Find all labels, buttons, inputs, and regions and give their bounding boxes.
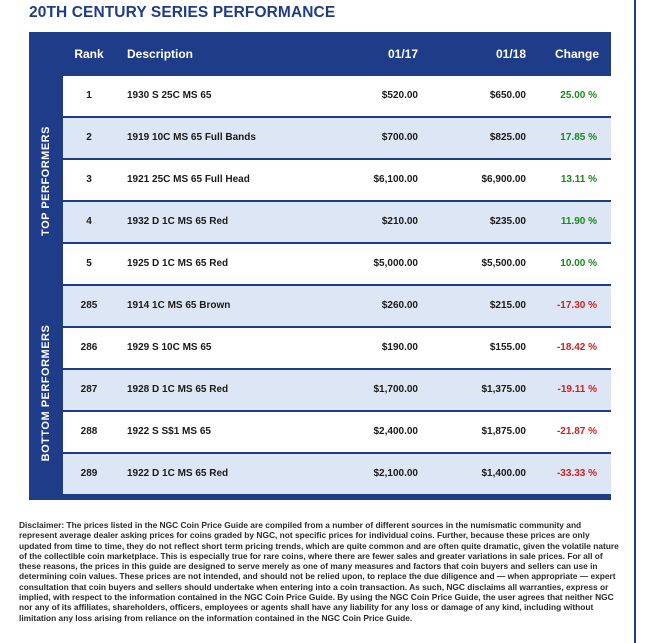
change-cell: 13.11 % bbox=[560, 174, 597, 185]
page-right-border bbox=[634, 0, 636, 643]
rank-cell: 288 bbox=[80, 426, 98, 437]
price-01-18-cell: $650.00 bbox=[489, 90, 526, 101]
page-title: 20TH CENTURY SERIES PERFORMANCE bbox=[29, 4, 336, 21]
price-01-17-cell: $2,100.00 bbox=[373, 468, 419, 479]
description-cell: 1922 D 1C MS 65 Red bbox=[127, 468, 229, 479]
change-cell: 17.85 % bbox=[560, 132, 597, 143]
top-performers-label: TOP PERFORMERS bbox=[40, 126, 52, 236]
change-cell: 10.00 % bbox=[560, 258, 597, 269]
table-row: 289 1922 D 1C MS 65 Red $2,100.00 $1,400.00… bbox=[63, 454, 611, 494]
price-01-17-cell: $2,400.00 bbox=[373, 426, 419, 437]
description-cell: 1932 D 1C MS 65 Red bbox=[127, 216, 229, 227]
price-01-18-cell: $215.00 bbox=[489, 300, 526, 311]
price-01-18-cell: $155.00 bbox=[489, 342, 526, 353]
price-01-17-cell: $260.00 bbox=[381, 300, 418, 311]
header-description: Description bbox=[127, 47, 194, 61]
price-01-17-cell: $5,000.00 bbox=[373, 258, 419, 269]
description-cell: 1929 S 10C MS 65 bbox=[127, 342, 212, 353]
change-cell: -33.33 % bbox=[556, 468, 597, 479]
header-01-17: 01/17 bbox=[387, 47, 418, 61]
description-cell: 1922 S S$1 MS 65 bbox=[127, 426, 211, 437]
price-01-18-cell: $235.00 bbox=[489, 216, 526, 227]
price-01-18-cell: $1,375.00 bbox=[481, 384, 527, 395]
price-01-17-cell: $190.00 bbox=[381, 342, 418, 353]
table-row: 285 1914 1C MS 65 Brown $260.00 $215.00 -17.… bbox=[63, 286, 611, 326]
header-01-18: 01/18 bbox=[495, 47, 526, 61]
rank-cell: 5 bbox=[86, 258, 92, 269]
rank-cell: 286 bbox=[80, 342, 98, 353]
description-cell: 1930 S 25C MS 65 bbox=[127, 90, 212, 101]
table-row: 1 1930 S 25C MS 65 $520.00 $650.00 25.00 % bbox=[63, 76, 611, 116]
price-01-18-cell: $1,875.00 bbox=[481, 426, 527, 437]
change-cell: -17.30 % bbox=[556, 300, 597, 311]
rank-cell: 4 bbox=[86, 216, 92, 227]
description-cell: 1928 D 1C MS 65 Red bbox=[127, 384, 229, 395]
rank-cell: 1 bbox=[86, 90, 92, 101]
price-01-18-cell: $5,500.00 bbox=[481, 258, 527, 269]
change-cell: 11.90 % bbox=[560, 216, 597, 227]
description-cell: 1925 D 1C MS 65 Red bbox=[127, 258, 229, 269]
table-row: 287 1928 D 1C MS 65 Red $1,700.00 $1,375.00… bbox=[63, 370, 611, 410]
price-01-17-cell: $700.00 bbox=[381, 132, 418, 143]
price-01-18-cell: $1,400.00 bbox=[481, 468, 527, 479]
rank-cell: 285 bbox=[80, 300, 98, 311]
disclaimer-text: Disclaimer: The prices listed in the NGC… bbox=[19, 520, 619, 623]
table-row: 3 1921 25C MS 65 Full Head $6,100.00 $6,900… bbox=[63, 160, 611, 200]
description-cell: 1921 25C MS 65 Full Head bbox=[127, 174, 250, 185]
price-01-18-cell: $6,900.00 bbox=[481, 174, 527, 185]
table-row: 4 1932 D 1C MS 65 Red $210.00 $235.00 11.90 … bbox=[63, 202, 611, 242]
change-cell: -18.42 % bbox=[556, 342, 597, 353]
change-cell: 25.00 % bbox=[560, 90, 597, 101]
table-row: 2 1919 10C MS 65 Full Bands $700.00 $825.00… bbox=[63, 118, 611, 158]
table-row: 288 1922 S S$1 MS 65 $2,400.00 $1,875.00 -21… bbox=[63, 412, 611, 452]
description-cell: 1914 1C MS 65 Brown bbox=[127, 300, 231, 311]
description-cell: 1919 10C MS 65 Full Bands bbox=[127, 132, 256, 143]
price-01-17-cell: $520.00 bbox=[381, 90, 418, 101]
bottom-performers-label: BOTTOM PERFORMERS bbox=[40, 324, 52, 462]
price-01-17-cell: $1,700.00 bbox=[373, 384, 419, 395]
table-row: 5 1925 D 1C MS 65 Red $5,000.00 $5,500.00 10… bbox=[63, 244, 611, 284]
bottom-performers-group: BOTTOM PERFORMERS bbox=[29, 286, 63, 500]
rank-cell: 289 bbox=[80, 468, 98, 479]
table-row: 286 1929 S 10C MS 65 $190.00 $155.00 -18.42 … bbox=[63, 328, 611, 368]
rank-cell: 287 bbox=[80, 384, 98, 395]
price-01-18-cell: $825.00 bbox=[489, 132, 526, 143]
change-cell: -21.87 % bbox=[556, 426, 597, 437]
performance-table: Rank Description 01/17 01/18 Change TOP … bbox=[29, 32, 611, 500]
price-01-17-cell: $6,100.00 bbox=[373, 174, 419, 185]
header-rank: Rank bbox=[74, 47, 104, 61]
price-01-17-cell: $210.00 bbox=[381, 216, 418, 227]
top-performers-group: TOP PERFORMERS bbox=[29, 76, 63, 286]
rank-cell: 3 bbox=[86, 174, 92, 185]
change-cell: -19.11 % bbox=[557, 384, 597, 395]
rank-cell: 2 bbox=[86, 132, 92, 143]
header-change: Change bbox=[554, 47, 599, 61]
